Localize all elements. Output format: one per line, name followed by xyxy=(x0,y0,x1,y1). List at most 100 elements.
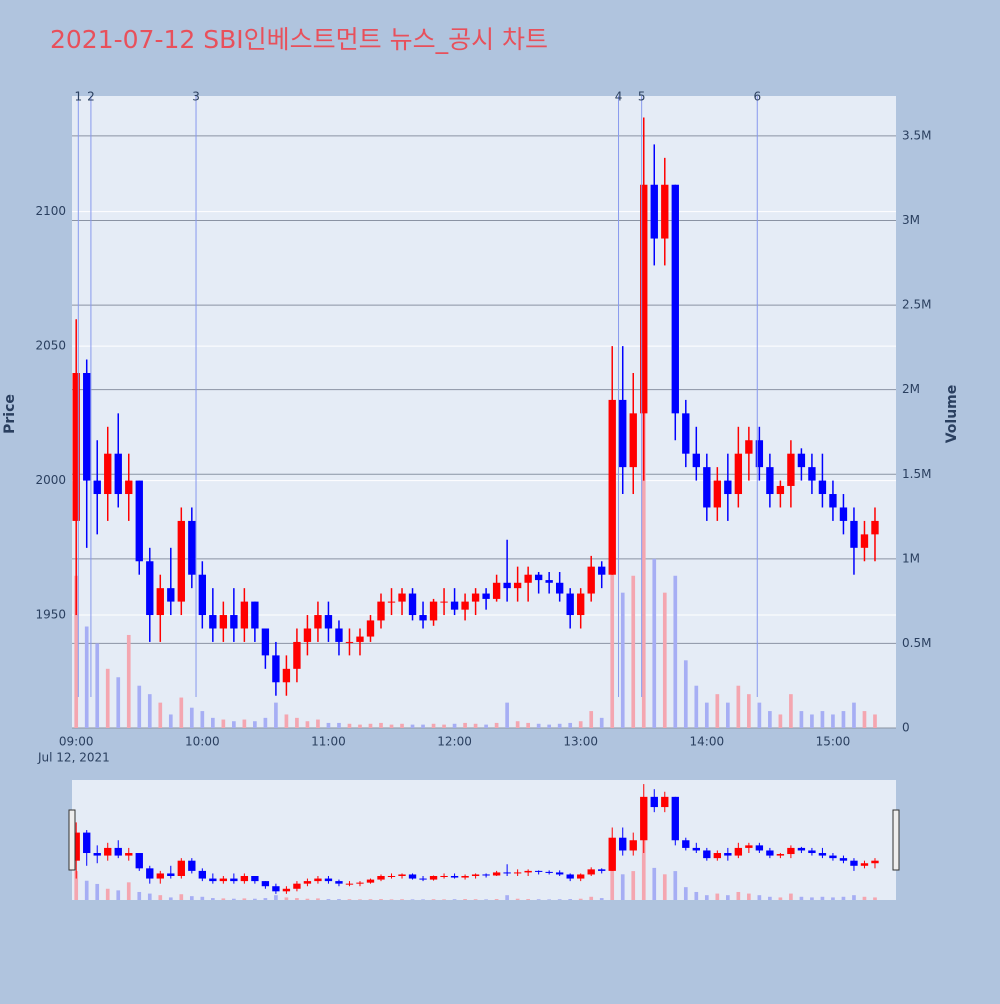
candle-body xyxy=(545,871,553,873)
candle-body xyxy=(776,485,785,495)
volume-bar xyxy=(431,899,436,900)
volume-bar xyxy=(337,722,341,728)
candle-body xyxy=(461,601,469,610)
volume-bar xyxy=(316,719,320,728)
volume-bar xyxy=(147,694,152,728)
x-date-label: Jul 12, 2021 xyxy=(37,751,110,765)
range-slider[interactable] xyxy=(72,780,896,900)
volume-bar xyxy=(179,697,184,728)
candle-body xyxy=(303,881,312,884)
candle-body xyxy=(766,467,774,495)
volume-bar xyxy=(704,895,709,900)
volume-bar xyxy=(599,898,604,900)
candle-body xyxy=(219,878,228,882)
candle-body xyxy=(587,566,595,594)
candle-body xyxy=(555,872,564,875)
volume-bar xyxy=(789,893,793,900)
candle-body xyxy=(198,574,207,616)
y-tick-label: 2050 xyxy=(35,339,66,353)
candle-body xyxy=(398,874,406,876)
volume-bar xyxy=(494,722,499,728)
volume-bar xyxy=(683,660,688,728)
candle-body xyxy=(156,873,164,879)
volume-bar xyxy=(820,896,825,900)
candle-body xyxy=(450,876,459,878)
volume-bar xyxy=(368,723,373,728)
candle-body xyxy=(692,453,700,468)
candle-body xyxy=(808,467,816,481)
volume-bar xyxy=(463,722,467,728)
volume-bar xyxy=(253,898,257,900)
candle-body xyxy=(72,832,80,861)
range-handle[interactable] xyxy=(68,809,76,871)
volume-bar xyxy=(389,899,394,900)
candle-body xyxy=(766,850,774,856)
volume-bar xyxy=(158,895,163,900)
candle-body xyxy=(146,868,154,879)
volume-bar xyxy=(295,898,299,900)
range-handle[interactable] xyxy=(892,809,900,871)
volume-bar xyxy=(442,724,446,728)
candle-body xyxy=(156,588,164,616)
x-tick-label: 15:00 xyxy=(816,735,851,749)
volume-bar xyxy=(116,890,121,900)
y2-tick-label: 1.5M xyxy=(902,467,931,481)
candle-body xyxy=(713,853,722,859)
volume-bar xyxy=(757,702,762,728)
candle-body xyxy=(745,440,753,454)
candle-body xyxy=(272,886,280,892)
volume-bar xyxy=(715,893,720,900)
candle-body xyxy=(860,534,869,548)
volume-bar xyxy=(253,721,257,728)
candle-body xyxy=(419,878,427,880)
y2-axis-title: Volume xyxy=(944,385,960,444)
volume-bar xyxy=(526,722,530,728)
volume-bar xyxy=(862,711,867,728)
candle-body xyxy=(450,601,459,610)
volume-bar xyxy=(683,887,688,900)
volume-bar xyxy=(526,899,530,900)
volume-bar xyxy=(358,724,362,728)
volume-bar xyxy=(95,883,100,900)
volume-bar xyxy=(410,724,415,728)
candle-body xyxy=(745,845,753,848)
candle-body xyxy=(209,878,217,882)
volume-bar xyxy=(810,897,814,900)
volume-bar xyxy=(852,702,856,728)
volume-bar xyxy=(536,899,541,900)
candle-body xyxy=(871,860,879,864)
candle-body xyxy=(871,520,879,535)
candle-body xyxy=(125,480,133,495)
volume-bar xyxy=(494,899,499,900)
candle-body xyxy=(850,520,858,548)
volume-bar xyxy=(116,677,121,728)
candle-body xyxy=(282,668,291,683)
volume-bar xyxy=(232,898,236,900)
candle-body xyxy=(324,878,333,882)
x-tick-label: 13:00 xyxy=(563,735,598,749)
candle-body xyxy=(377,876,385,880)
candle-body xyxy=(83,373,91,481)
candle-body xyxy=(240,601,249,629)
candle-body xyxy=(282,888,291,892)
candle-body xyxy=(471,874,480,876)
volume-bar xyxy=(662,874,667,900)
y2-tick-label: 3.5M xyxy=(902,128,931,142)
y-tick-label: 1950 xyxy=(35,608,66,622)
volume-bar xyxy=(473,723,478,728)
volume-bar xyxy=(337,899,341,900)
y2-tick-label: 2.5M xyxy=(902,298,931,312)
volume-bar xyxy=(158,702,163,728)
volume-bar xyxy=(610,541,615,728)
candle-body xyxy=(608,399,616,575)
candle-body xyxy=(734,847,743,856)
volume-bar xyxy=(189,707,194,728)
candle-body xyxy=(650,796,658,808)
candle-body xyxy=(335,881,343,884)
volume-bar xyxy=(74,575,79,728)
x-tick-label: 12:00 xyxy=(437,735,472,749)
candle-body xyxy=(566,874,574,879)
candle-body xyxy=(125,853,133,856)
